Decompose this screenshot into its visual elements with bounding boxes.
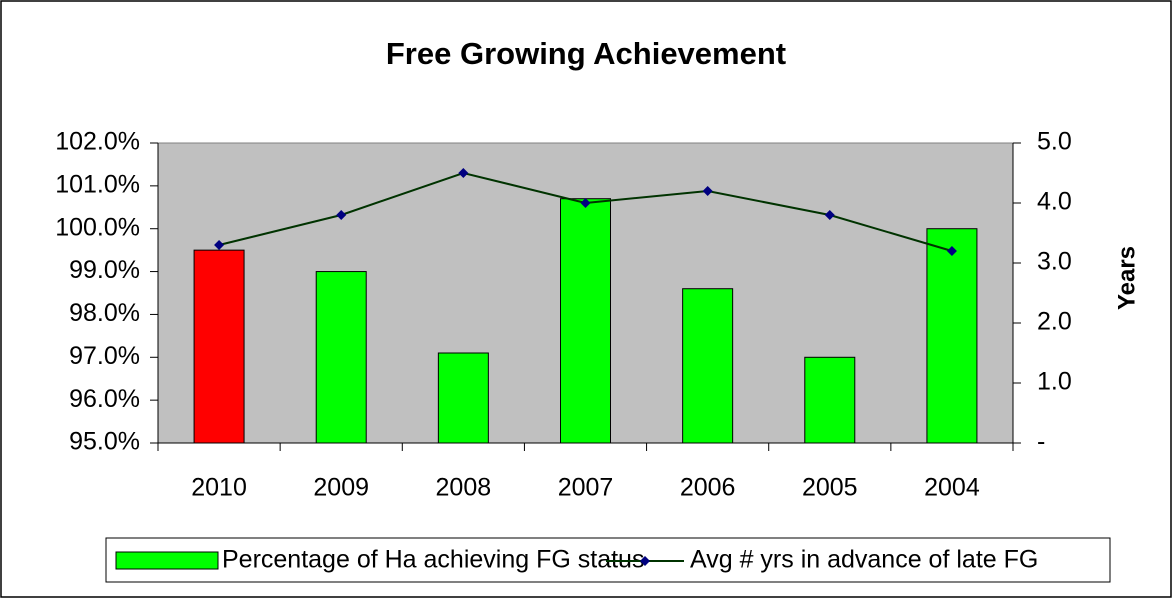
chart-title: Free Growing Achievement [386,36,786,71]
line-marker [336,210,347,220]
y-tick-label: 102.0% [55,128,140,156]
y2-tick-label: - [1037,428,1045,456]
y2-tick-label: 4.0 [1037,188,1072,216]
x-tick-label: 2004 [924,474,980,502]
bar [682,288,734,444]
line-marker [580,198,591,208]
y-tick-label: 99.0% [69,256,140,284]
bar [926,228,978,444]
x-tick-label: 2010 [191,474,247,502]
x-tick-label: 2009 [313,474,369,502]
line-marker [946,246,957,256]
y2-tick-label: 5.0 [1037,128,1072,156]
y-tick-label: 95.0% [69,428,140,456]
y2-tick-label: 1.0 [1037,368,1072,396]
y2-axis-title: Years [1113,246,1140,310]
y-tick-label: 98.0% [69,299,140,327]
y2-tick-label: 2.0 [1037,308,1072,336]
legend-swatch [115,551,219,570]
x-tick-label: 2006 [680,474,736,502]
line-marker [214,240,225,250]
bar [193,249,245,444]
y-tick-label: 97.0% [69,342,140,370]
legend-label: Percentage of Ha achieving FG status [222,546,644,574]
bar [315,271,367,444]
line-marker [702,186,713,196]
x-tick-label: 2008 [436,474,492,502]
bar [437,352,489,444]
y-tick-label: 100.0% [55,213,140,241]
y2-tick-label: 3.0 [1037,248,1072,276]
y-tick-label: 96.0% [69,385,140,413]
x-tick-label: 2005 [802,474,858,502]
legend-marker [640,556,650,566]
x-tick-label: 2007 [558,474,614,502]
y-tick-label: 101.0% [55,170,140,198]
bar [804,356,856,444]
bar [560,198,611,444]
legend-label: Avg # yrs in advance of late FG [690,546,1038,574]
line-marker [824,210,835,220]
line-marker [458,168,469,178]
